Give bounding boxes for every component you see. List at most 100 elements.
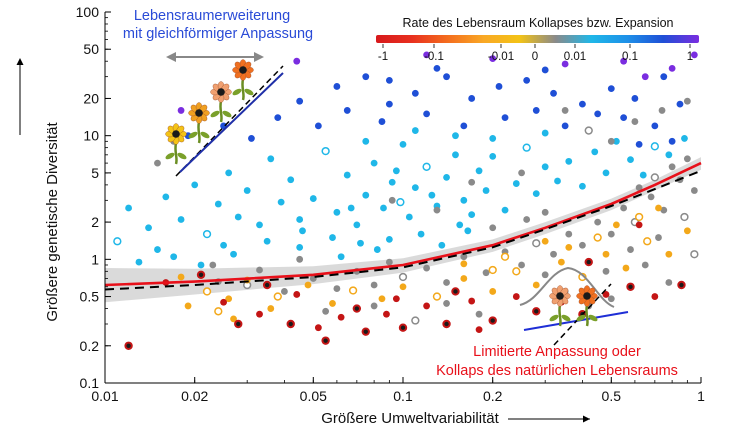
y-tick-label: 1	[91, 251, 99, 267]
point-expansion_moderate	[113, 237, 122, 246]
point-stable	[680, 212, 689, 222]
point-stable	[550, 250, 557, 258]
point-stable	[370, 302, 378, 310]
point-expansion_moderate	[443, 173, 450, 181]
point-stable	[607, 137, 615, 145]
point-expansion_strong	[296, 97, 304, 105]
point-expansion_strong	[523, 76, 531, 84]
point-expansion_moderate	[177, 216, 185, 223]
flower-stem	[174, 142, 178, 165]
point-expansion_moderate	[532, 190, 540, 198]
point-expansion_strong	[362, 73, 370, 81]
point-collapse_strong	[314, 324, 322, 332]
point-expansion_strong	[631, 95, 639, 102]
point-expansion_moderate	[362, 137, 370, 145]
point-collapse_moderate	[273, 292, 282, 301]
point-expansion_moderate	[353, 221, 361, 229]
point-stable	[482, 269, 490, 277]
point-stable	[154, 159, 161, 167]
point-collapse_moderate	[230, 315, 237, 323]
point-expansion_moderate	[411, 184, 419, 192]
point-expansion_moderate	[357, 239, 364, 247]
point-expansion_moderate	[456, 221, 464, 229]
fit-line	[104, 161, 702, 287]
point-collapse_moderate	[532, 281, 540, 289]
point-collapse_moderate	[634, 212, 644, 222]
expansion-arrow-left-head	[166, 52, 176, 62]
point-expansion_extreme	[668, 64, 676, 72]
point-expansion_moderate	[452, 132, 459, 140]
point-collapse_strong	[488, 316, 497, 325]
adaptation-dashed-line	[553, 283, 612, 346]
x-tick-label: 0.5	[602, 388, 622, 404]
point-expansion_strong	[495, 83, 503, 90]
point-collapse_moderate	[225, 295, 233, 303]
point-expansion_moderate	[612, 137, 620, 145]
point-expansion_strong	[411, 89, 419, 97]
point-collapse_strong	[423, 302, 430, 310]
point-expansion_extreme	[423, 51, 430, 59]
point-expansion_moderate	[170, 253, 178, 261]
point-expansion_moderate	[234, 213, 242, 221]
point-expansion_moderate	[220, 241, 227, 249]
flower-stem	[558, 304, 562, 327]
point-collapse_strong	[234, 319, 243, 329]
point-expansion_moderate	[541, 163, 549, 171]
flower-center	[556, 292, 564, 300]
point-stable	[423, 264, 430, 272]
point-expansion_moderate	[554, 177, 561, 185]
point-collapse_strong	[398, 323, 408, 332]
point-expansion_moderate	[362, 191, 370, 199]
colorbar-tick-label: -0.01	[488, 51, 514, 63]
point-expansion_strong	[550, 89, 557, 97]
annotation-bottom-right-line2: Kollaps des natürlichen Lebensraums	[436, 363, 678, 379]
point-collapse_moderate	[329, 300, 336, 307]
slope-solid-line	[179, 72, 284, 173]
point-expansion_moderate	[681, 135, 688, 142]
point-collapse_moderate	[399, 283, 407, 291]
point-expansion_moderate	[370, 159, 378, 167]
point-collapse_strong	[626, 282, 635, 291]
point-expansion_strong	[561, 122, 569, 130]
point-collapse_strong	[286, 319, 295, 329]
point-collapse_moderate	[184, 302, 192, 310]
point-collapse_strong	[293, 291, 301, 298]
annotation-bottom-right-line1: Limitierte Anpassung oder	[473, 344, 641, 360]
flower-leaf	[576, 314, 586, 322]
point-expansion_moderate	[650, 142, 659, 151]
point-collapse_moderate	[643, 237, 652, 246]
point-stable	[647, 193, 655, 201]
point-expansion_moderate	[438, 241, 446, 249]
point-expansion_strong	[314, 122, 322, 130]
point-expansion_strong	[676, 100, 684, 108]
point-expansion_extreme	[489, 55, 497, 62]
point-collapse_moderate	[602, 250, 610, 258]
point-collapse_moderate	[683, 227, 691, 235]
flower-leaf	[588, 314, 598, 322]
flower-leaf	[232, 88, 242, 96]
point-stable	[209, 261, 217, 269]
point-collapse_moderate	[557, 258, 565, 266]
expansion-arrow-right-head	[254, 52, 264, 62]
point-expansion_moderate	[388, 178, 396, 186]
point-expansion_extreme	[293, 57, 301, 65]
point-expansion_moderate	[399, 140, 407, 148]
point-stable	[460, 253, 468, 261]
point-expansion_extreme	[690, 51, 698, 59]
flower-stem	[197, 121, 201, 144]
point-stable	[584, 126, 593, 135]
point-collapse_moderate	[177, 273, 185, 281]
point-expansion_strong	[660, 73, 668, 81]
point-expansion_moderate	[225, 169, 233, 177]
point-collapse_moderate	[267, 305, 275, 312]
point-collapse_moderate	[512, 267, 521, 276]
point-stable	[468, 178, 476, 186]
point-collapse_strong	[512, 293, 520, 300]
point-expansion_strong	[378, 118, 386, 125]
point-expansion_strong	[620, 114, 628, 121]
point-expansion_moderate	[428, 191, 436, 199]
colorbar-tick-label: 0.1	[622, 51, 638, 63]
flower-center	[172, 130, 180, 138]
point-expansion_moderate	[197, 261, 205, 269]
flower-leaf	[549, 314, 559, 322]
